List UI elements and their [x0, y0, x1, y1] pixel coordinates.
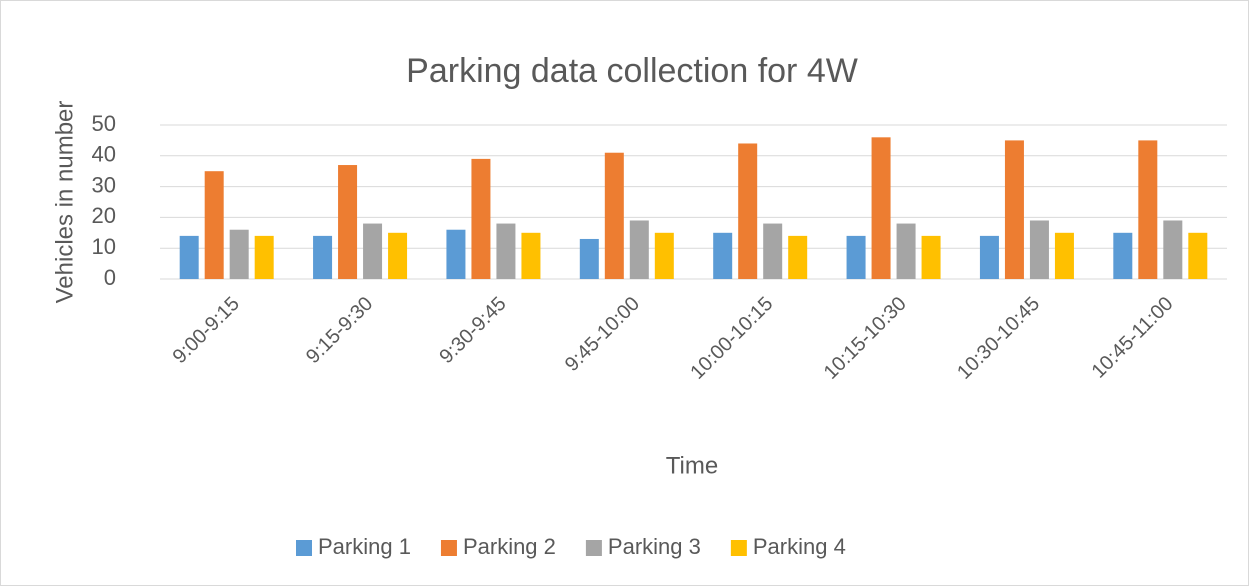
- y-tick-label: 20: [92, 203, 116, 228]
- y-tick-label: 10: [92, 234, 116, 259]
- legend-label: Parking 3: [608, 534, 701, 559]
- bar: [1054, 232, 1074, 279]
- bar: [654, 232, 674, 279]
- bar: [1029, 220, 1049, 279]
- bar: [471, 158, 491, 279]
- y-axis-label: Vehicles in number: [51, 101, 78, 304]
- chart-title: Parking data collection for 4W: [406, 52, 858, 90]
- bar: [979, 235, 999, 279]
- bar: [738, 143, 758, 279]
- bar: [871, 137, 891, 279]
- bar: [1188, 232, 1208, 279]
- bar: [579, 238, 599, 279]
- bar: [254, 235, 274, 279]
- legend-label: Parking 4: [753, 534, 846, 559]
- bar: [446, 229, 466, 279]
- x-axis-label: Time: [666, 452, 718, 479]
- bar: [313, 235, 333, 279]
- bar: [363, 223, 383, 279]
- bar: [763, 223, 783, 279]
- bar: [204, 171, 224, 279]
- y-tick-label: 50: [92, 111, 116, 136]
- bar: [496, 223, 516, 279]
- y-tick-label: 40: [92, 142, 116, 167]
- legend-swatch: [585, 540, 602, 556]
- bar: [229, 229, 249, 279]
- legend-label: Parking 1: [318, 534, 411, 559]
- legend-swatch: [296, 540, 312, 556]
- bar: [388, 232, 408, 279]
- bar: [629, 220, 649, 279]
- bar: [521, 232, 541, 279]
- bar: [1163, 220, 1183, 279]
- legend-swatch: [440, 540, 457, 556]
- bar: [179, 235, 199, 279]
- y-tick-label: 0: [104, 265, 116, 290]
- y-tick-label: 30: [92, 172, 116, 197]
- bar: [604, 152, 624, 279]
- bar: [713, 232, 733, 279]
- bar: [921, 235, 941, 279]
- legend-swatch: [730, 540, 747, 556]
- bar: [1138, 140, 1158, 279]
- bar: [788, 235, 808, 279]
- bar: [896, 223, 916, 279]
- legend-label: Parking 2: [463, 534, 556, 559]
- bar: [1004, 140, 1024, 279]
- bar: [1113, 232, 1133, 279]
- bar: [338, 165, 358, 279]
- bar: [846, 235, 866, 279]
